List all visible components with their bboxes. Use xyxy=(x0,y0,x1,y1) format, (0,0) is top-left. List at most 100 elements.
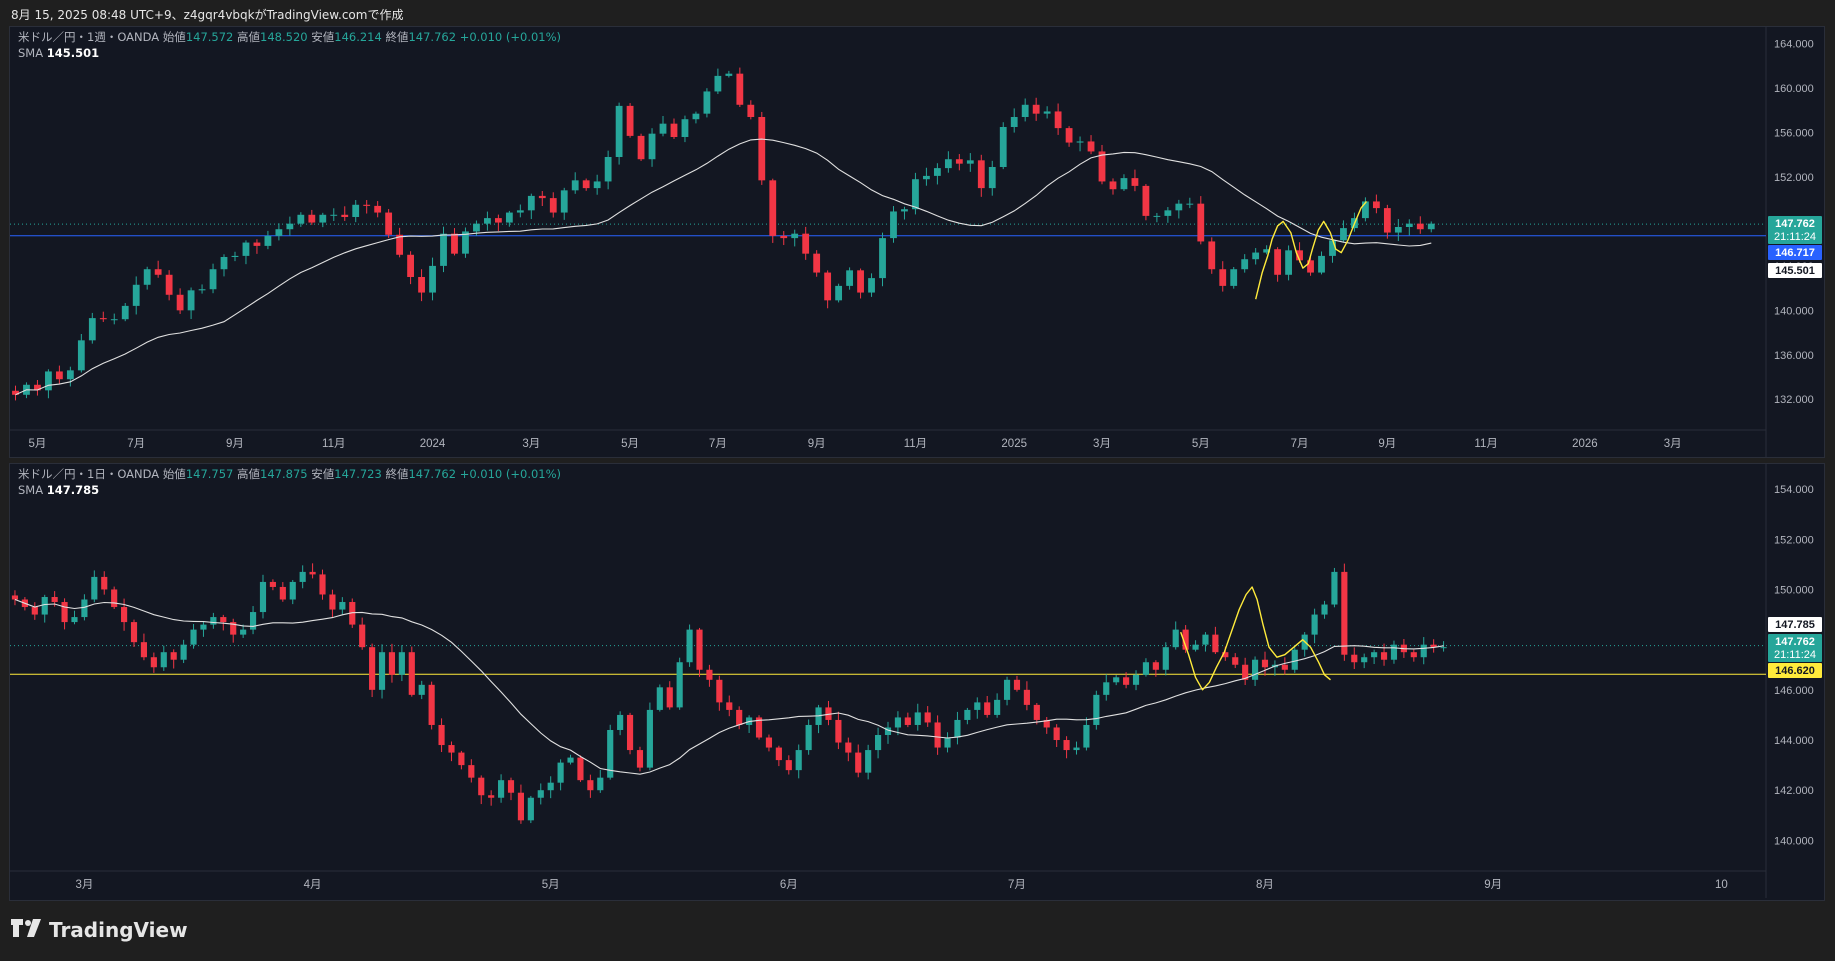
x-tick-label: 11月 xyxy=(322,438,345,450)
candle-body xyxy=(200,624,207,630)
candle-body xyxy=(706,669,713,680)
price-badge-countdown: 21:11:24 xyxy=(1774,649,1816,661)
candle-body xyxy=(308,214,316,223)
candle-body xyxy=(121,305,129,320)
candle-body xyxy=(912,179,919,210)
candle-body xyxy=(868,278,875,293)
sma-line xyxy=(14,598,1444,775)
candle-body xyxy=(1021,104,1029,117)
candle-body xyxy=(1153,215,1161,217)
candle-body xyxy=(1394,227,1402,233)
candle-body xyxy=(130,622,138,643)
candle-body xyxy=(275,229,283,236)
x-tick-label: 10 xyxy=(1715,879,1728,891)
candle-body xyxy=(670,123,678,137)
candle-body xyxy=(297,214,305,224)
candle-body xyxy=(1123,677,1130,685)
candle-body xyxy=(714,75,722,92)
tradingview-logo[interactable]: TradingView xyxy=(11,918,188,942)
candle-body xyxy=(686,629,693,663)
x-tick-label: 3月 xyxy=(1093,438,1111,450)
candle-body xyxy=(780,235,788,239)
candle-body xyxy=(220,257,228,270)
candle-body xyxy=(999,127,1007,167)
candle-body xyxy=(259,581,267,613)
daily-low: 147.723 xyxy=(334,467,382,481)
candle-body xyxy=(498,780,505,798)
candle-body xyxy=(494,218,502,223)
candle-body xyxy=(587,780,594,791)
x-tick-label: 5月 xyxy=(542,879,560,891)
candle-body xyxy=(110,319,118,321)
candle-body xyxy=(1410,652,1417,658)
candle-body xyxy=(374,205,382,213)
candle-body xyxy=(1371,652,1378,658)
candle-body xyxy=(396,234,404,255)
candle-body xyxy=(1212,634,1219,653)
candle-body xyxy=(210,617,217,625)
y-tick-label: 140.000 xyxy=(1774,835,1814,847)
daily-high: 147.875 xyxy=(260,467,308,481)
y-tick-label: 132.000 xyxy=(1774,394,1814,406)
weekly-chart-panel[interactable]: 米ドル／円・1週・OANDA 始値147.572 高値148.520 安値146… xyxy=(9,26,1825,458)
candle-body xyxy=(1164,210,1172,216)
candle-body xyxy=(617,714,624,730)
candle-body xyxy=(81,599,88,618)
candle-body xyxy=(813,253,821,273)
price-badge-countdown: 21:11:24 xyxy=(1774,231,1816,243)
y-tick-label: 160.000 xyxy=(1774,83,1814,95)
candle-body xyxy=(855,752,862,773)
candle-body xyxy=(170,652,177,660)
x-tick-label: 7月 xyxy=(709,438,727,450)
candle-body xyxy=(299,571,306,582)
candle-body xyxy=(1003,679,1011,700)
candle-body xyxy=(369,647,376,690)
candle-body xyxy=(549,198,557,213)
candle-body xyxy=(132,284,140,306)
weekly-open: 147.572 xyxy=(185,30,234,44)
x-tick-label: 11月 xyxy=(904,438,927,450)
candle-body xyxy=(825,707,832,720)
candle-body xyxy=(279,586,286,600)
candle-body xyxy=(190,629,197,645)
candle-body xyxy=(418,684,425,695)
y-tick-label: 144.000 xyxy=(1774,735,1814,747)
y-tick-label: 136.000 xyxy=(1774,350,1814,362)
x-tick-label: 4月 xyxy=(304,879,322,891)
daily-chart-svg[interactable]: 154.000152.000150.000148.000146.000144.0… xyxy=(10,464,1824,900)
weekly-symbol: 米ドル／円・1週・OANDA xyxy=(18,30,160,44)
candle-body xyxy=(537,790,544,798)
candle-body xyxy=(857,270,864,293)
candle-body xyxy=(1318,255,1325,273)
candle-body xyxy=(1222,652,1229,658)
price-badge-text: 147.762 xyxy=(1775,636,1815,648)
price-badge-text: 147.762 xyxy=(1775,218,1815,230)
candle-body xyxy=(101,576,108,590)
weekly-chart-svg[interactable]: 164.000160.000156.000152.000148.000144.0… xyxy=(10,27,1824,457)
candle-body xyxy=(894,717,901,728)
candle-body xyxy=(769,180,777,236)
candle-body xyxy=(143,269,151,285)
daily-chart-panel[interactable]: 米ドル／円・1日・OANDA 始値147.757 高値147.875 安値147… xyxy=(9,463,1825,901)
candle-body xyxy=(31,607,38,615)
candle-body xyxy=(1162,647,1169,670)
candle-body xyxy=(150,657,157,668)
price-badge-bg xyxy=(1768,263,1822,278)
candle-body xyxy=(55,371,63,380)
chart-caption: 8月 15, 2025 08:48 UTC+9、z4gqr4vbqkがTradi… xyxy=(11,8,404,22)
price-badge-bg xyxy=(1768,617,1822,632)
candle-body xyxy=(339,602,346,610)
y-tick-label: 150.000 xyxy=(1774,584,1814,596)
candle-body xyxy=(626,105,634,136)
y-tick-label: 142.000 xyxy=(1774,785,1814,797)
price-badge: 147.785 xyxy=(1768,617,1822,632)
candle-body xyxy=(1054,111,1062,129)
daily-symbol: 米ドル／円・1日・OANDA xyxy=(18,467,160,481)
candle-body xyxy=(607,729,614,778)
candle-body xyxy=(1113,677,1120,683)
candle-body xyxy=(51,596,58,603)
candle-body xyxy=(626,714,634,751)
price-badge-bg xyxy=(1768,663,1822,678)
candle-body xyxy=(547,782,554,791)
